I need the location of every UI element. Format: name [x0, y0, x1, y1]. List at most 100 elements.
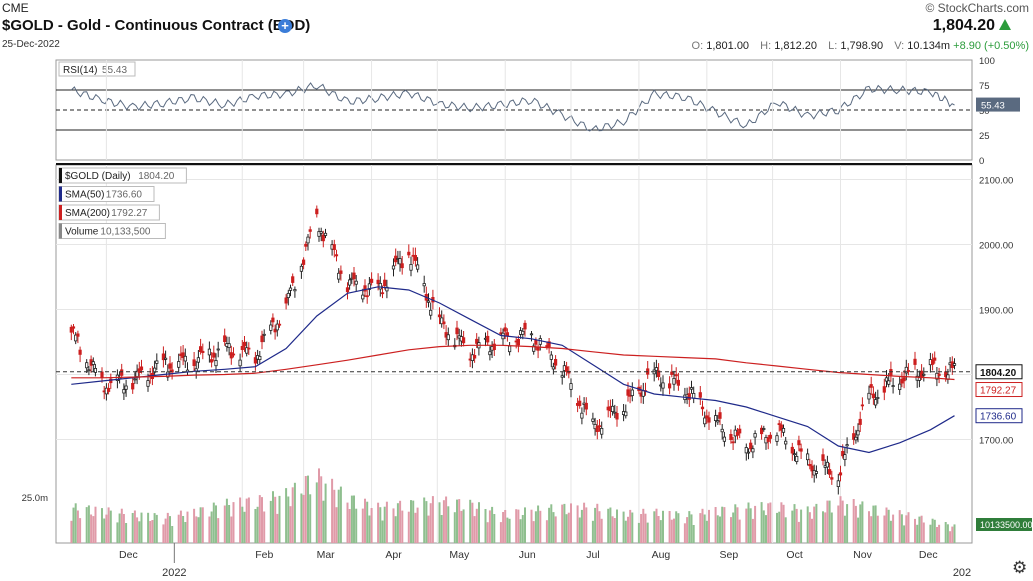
price-y-tick: 1900.00 [979, 306, 1013, 317]
candle-body [139, 366, 144, 371]
candle-body [654, 367, 659, 371]
volume-bar [576, 505, 579, 543]
plus-circle-icon[interactable]: + [278, 19, 292, 33]
volume-legend: Volume [65, 227, 99, 238]
candle-body [391, 265, 396, 270]
volume-bar [591, 520, 594, 543]
candle-body [107, 387, 111, 392]
volume-bar [90, 514, 93, 543]
volume-bar [655, 508, 658, 543]
candle-body [716, 420, 720, 423]
volume-bar [745, 508, 748, 543]
volume-bar [322, 500, 325, 543]
sma50-legend-swatch [59, 186, 62, 202]
volume-bar [719, 516, 721, 543]
candle-body [245, 347, 249, 354]
volume-bar [72, 507, 75, 543]
volume-bar [692, 525, 695, 543]
volume-bar [627, 516, 629, 543]
volume-bar [951, 526, 954, 543]
volume-bar [791, 510, 794, 543]
volume-bar [261, 497, 263, 543]
candle-body [532, 345, 536, 352]
candle-body [486, 335, 490, 343]
volume-bar [379, 507, 382, 543]
volume-bar [149, 521, 152, 543]
volume-bar [793, 504, 796, 543]
volume-bar [903, 525, 906, 543]
volume-bar [826, 500, 829, 543]
candle-body [891, 385, 895, 388]
volume-bar [87, 505, 90, 543]
volume-bar [256, 506, 259, 543]
volume-bar [383, 506, 386, 543]
volume-bar [79, 518, 82, 543]
candle-body [547, 341, 551, 348]
candle-body [615, 412, 619, 420]
volume-bar [151, 520, 154, 543]
volume-bar [285, 488, 288, 543]
volume-bar [355, 508, 358, 543]
volume-bar [922, 522, 925, 543]
volume-bar [488, 510, 491, 543]
candle-body [703, 417, 707, 425]
volume-bar [416, 507, 419, 543]
volume-bar [186, 511, 189, 543]
volume-bar [94, 506, 97, 543]
price-legend-value: 1804.20 [138, 171, 175, 182]
candle-body [922, 373, 926, 376]
ohlc-summary: O: 1,801.00 H: 1,812.20 L: 1,798.90 V: 1… [691, 40, 1029, 52]
sma200-last-label: 1792.27 [980, 386, 1017, 397]
candle-body [334, 254, 339, 257]
volume-bar [348, 509, 351, 543]
volume-bar [565, 514, 568, 543]
x-tick-label: Dec [919, 549, 938, 561]
candle-body [611, 405, 615, 412]
volume-bar [241, 506, 244, 543]
volume-bar [778, 511, 781, 543]
candle-body [407, 251, 411, 256]
volume-bar [861, 501, 864, 543]
candle-body [475, 338, 479, 344]
volume-bar [116, 522, 119, 543]
sma200-legend-swatch [59, 205, 62, 220]
volume-bar [548, 507, 551, 543]
volume-bar [596, 503, 599, 543]
candle-body [825, 461, 830, 468]
volume-bar [438, 502, 441, 543]
volume-bar [784, 517, 787, 543]
candle-body [735, 431, 740, 436]
candle-body [347, 279, 352, 286]
candle-body [422, 283, 426, 287]
x-tick-label: Jun [519, 549, 536, 561]
volume-bar [550, 504, 553, 543]
sma50-last-label-box [975, 408, 1023, 424]
volume-bar [686, 517, 689, 543]
candle-body [952, 363, 957, 366]
volume-bar [673, 518, 675, 543]
candle-body [503, 327, 507, 332]
candle-body [714, 415, 718, 422]
volume-bar [532, 521, 535, 543]
volume-bar [414, 512, 417, 543]
candle-body [600, 427, 604, 435]
candle-body [762, 428, 766, 430]
candle-body [584, 402, 588, 410]
x-tick-label: Apr [385, 549, 402, 561]
rsi-y-tick: 0 [979, 156, 984, 167]
volume-bar [594, 507, 597, 543]
volume-bar [353, 495, 355, 543]
volume-bar [843, 515, 846, 543]
gear-icon[interactable]: ⚙ [1012, 558, 1028, 577]
x-tick-label: May [449, 549, 470, 561]
candle-body [687, 393, 691, 400]
volume-bar [583, 502, 586, 543]
volume-bar [690, 514, 693, 543]
volume-bar [197, 517, 200, 543]
candle-body [365, 295, 369, 298]
chart-title: $GOLD - Gold - Continuous Contract (EOD) [2, 17, 311, 34]
volume-bar [484, 509, 487, 543]
volume-bar [644, 513, 647, 543]
sma50-last-label: 1736.60 [980, 412, 1017, 423]
